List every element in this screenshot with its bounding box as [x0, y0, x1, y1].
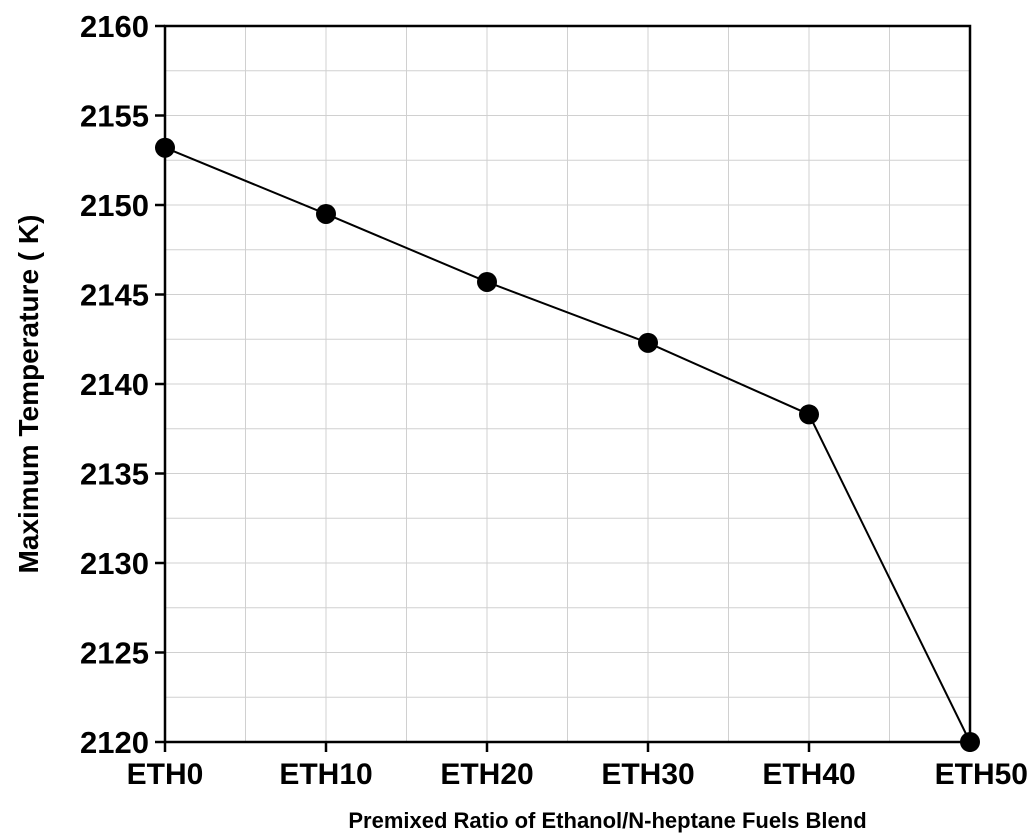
x-axis-ticks: ETH0 ETH10 ETH20 ETH30 ETH40 ETH50	[127, 742, 1028, 791]
y-tick-label: 2125	[80, 636, 149, 671]
x-tick-label: ETH0	[127, 758, 204, 791]
series-line	[164, 146, 971, 743]
y-tick-label: 2160	[80, 9, 149, 44]
x-tick-label: ETH40	[762, 758, 855, 791]
y-tick-label: 2120	[80, 725, 149, 760]
y-tick-label: 2140	[80, 367, 149, 402]
y-tick-label: 2145	[80, 278, 149, 313]
y-tick-label: 2135	[80, 457, 149, 492]
data-point	[799, 404, 819, 425]
y-tick-label: 2150	[80, 188, 149, 223]
y-tick-label: 2155	[80, 99, 149, 134]
y-axis-ticks: 2120 2125 2130 2135 2140 2145 2150 2155 2160	[80, 9, 165, 760]
x-tick-label: ETH50	[935, 758, 1028, 791]
data-point	[638, 332, 658, 353]
data-points	[155, 137, 980, 752]
x-tick-label: ETH30	[601, 758, 694, 791]
x-axis-title: Premixed Ratio of Ethanol/N-heptane Fuel…	[348, 808, 866, 833]
data-point	[155, 137, 175, 158]
x-tick-label: ETH20	[440, 758, 533, 791]
grid-lines	[164, 25, 971, 743]
data-point	[316, 203, 336, 224]
y-axis-title: Maximum Temperature ( K)	[13, 215, 44, 574]
data-point	[477, 271, 497, 292]
x-tick-label: ETH10	[279, 758, 372, 791]
y-tick-label: 2130	[80, 546, 149, 581]
data-point	[960, 732, 980, 752]
